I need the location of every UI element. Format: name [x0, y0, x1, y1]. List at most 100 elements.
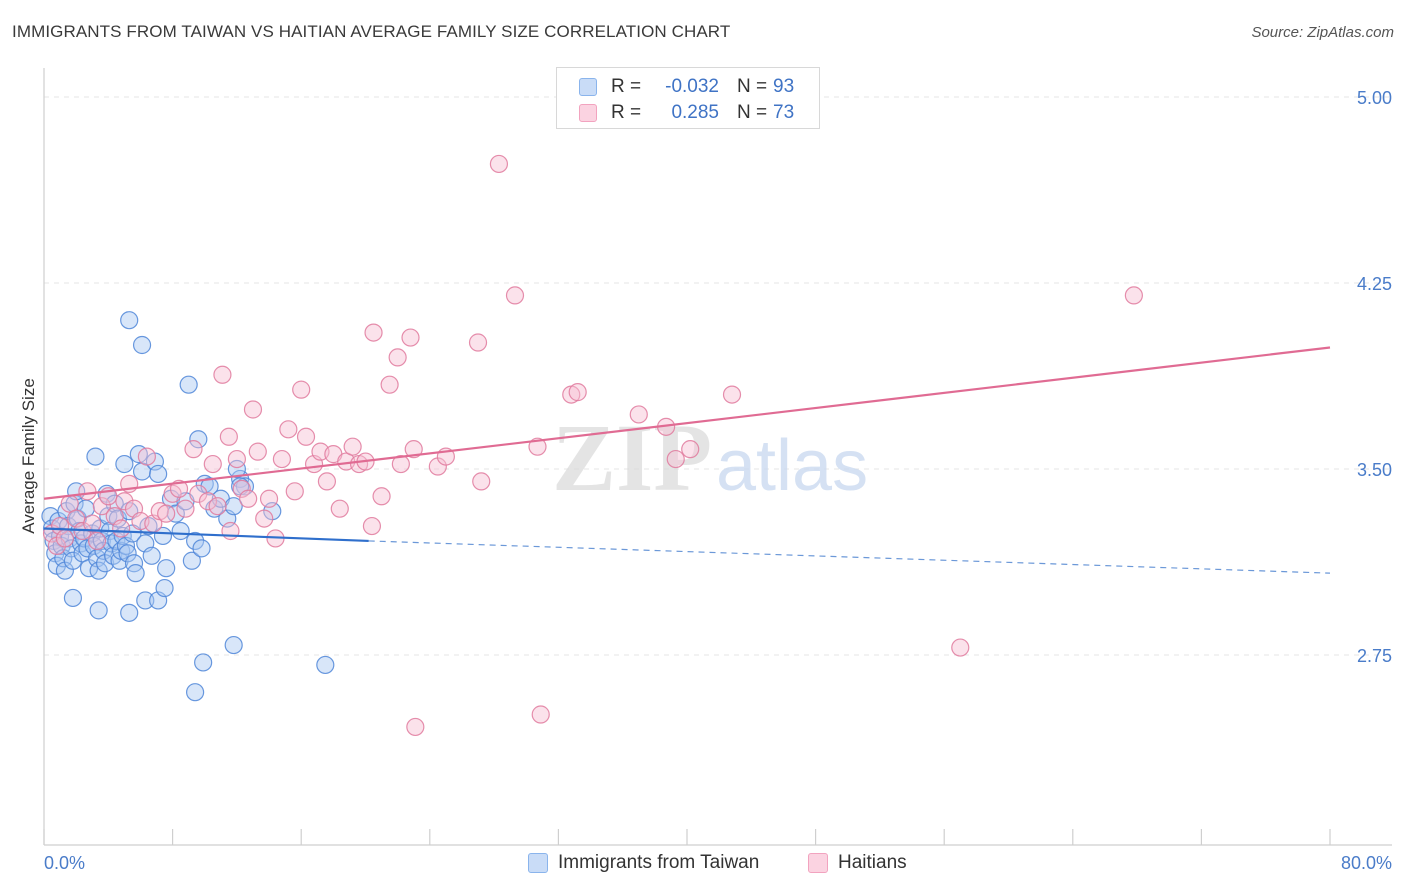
- haitians-point: [292, 380, 311, 399]
- haitians-point: [213, 365, 232, 384]
- taiwan-point: [132, 335, 152, 355]
- taiwan-point: [189, 430, 208, 449]
- trend-line-haitians: [43, 346, 1331, 500]
- haitians-point: [87, 531, 107, 551]
- haitians-point: [528, 437, 547, 456]
- haitians-point: [489, 154, 509, 174]
- legend-n-value: 93: [773, 76, 795, 97]
- haitians-point: [176, 499, 195, 518]
- series-taiwan-points: [41, 311, 335, 702]
- legend-n-value: 73: [773, 102, 795, 123]
- haitians-point: [296, 427, 316, 446]
- y-tick-label: 4.25: [1357, 274, 1392, 294]
- haitians-point: [219, 427, 238, 446]
- haitians-point: [681, 440, 700, 459]
- legend-item-taiwan: Immigrants from Taiwan: [528, 852, 759, 874]
- haitians-point: [227, 449, 246, 469]
- taiwan-point: [86, 447, 105, 466]
- haitians-point: [78, 482, 97, 501]
- chart-title: IMMIGRANTS FROM TAIWAN VS HAITIAN AVERAG…: [12, 22, 731, 41]
- taiwan-point: [63, 588, 83, 608]
- haitians-point: [272, 449, 292, 469]
- y-tick-labels: 2.75 3.50 4.25 5.00: [1357, 88, 1392, 666]
- legend-item-haitians: Haitians: [808, 852, 907, 874]
- y-tick-label: 3.50: [1357, 460, 1392, 480]
- legend-label-haitians: Haitians: [838, 852, 907, 873]
- haitians-point: [364, 323, 383, 342]
- x-tick-label-min: 0.0%: [44, 853, 85, 873]
- haitians-point: [285, 482, 304, 501]
- y-tick-label: 5.00: [1357, 88, 1392, 108]
- trend-line-taiwan: [43, 527, 369, 543]
- haitians-point: [169, 479, 189, 498]
- haitians-point: [198, 492, 218, 511]
- haitians-point: [330, 499, 349, 518]
- legend-label-taiwan: Immigrants from Taiwan: [558, 852, 760, 873]
- haitians-point: [388, 348, 407, 367]
- haitians-point: [629, 405, 648, 424]
- taiwan-point: [89, 561, 108, 580]
- haitians-point: [243, 400, 263, 419]
- haitians-point: [472, 472, 491, 491]
- haitians-point: [951, 638, 970, 657]
- trend-line-taiwan-extrapolated: [368, 540, 1331, 574]
- haitians-point: [279, 420, 298, 439]
- taiwan-point: [142, 546, 161, 565]
- haitians-point: [505, 286, 525, 305]
- haitians-point: [391, 454, 410, 474]
- haitians-point: [248, 442, 267, 461]
- haitians-point: [406, 717, 425, 737]
- y-tick-label: 2.75: [1357, 646, 1392, 666]
- taiwan-point: [192, 539, 211, 558]
- taiwan-point: [194, 653, 213, 672]
- taiwan-point: [118, 544, 137, 563]
- haitians-point: [55, 529, 74, 548]
- haitians-point: [666, 449, 685, 469]
- taiwan-point: [186, 683, 205, 702]
- haitians-point: [380, 375, 399, 394]
- haitians-point: [232, 479, 251, 498]
- axes: [43, 68, 1392, 846]
- source-credit: Source: ZipAtlas.com: [1251, 24, 1394, 41]
- haitians-point: [208, 497, 227, 516]
- legend-row-haitians: R = 0.285 N = 73: [579, 101, 794, 125]
- taiwan-point: [126, 564, 145, 583]
- taiwan-point: [115, 454, 134, 474]
- y-axis-label: Average Family Size: [19, 378, 38, 534]
- haitians-point: [468, 333, 488, 352]
- watermark-atlas: atlas: [716, 426, 868, 506]
- haitians-point: [83, 514, 102, 533]
- haitians-point: [184, 440, 203, 459]
- x-ticks: [43, 829, 1331, 845]
- taiwan-point: [171, 521, 190, 541]
- haitians-point: [259, 489, 279, 508]
- legend-row-taiwan: R = -0.032 N = 93: [579, 75, 794, 99]
- taiwan-point: [182, 551, 201, 570]
- haitians-point: [404, 440, 423, 459]
- taiwan-point: [316, 655, 335, 675]
- legend-n-label: N =: [737, 102, 768, 123]
- haitians-point: [157, 504, 176, 523]
- haitians-point: [568, 383, 587, 402]
- taiwan-point: [89, 601, 108, 620]
- taiwan-point: [153, 526, 173, 546]
- haitians-point: [317, 472, 337, 491]
- legend-n-label: N =: [737, 76, 768, 97]
- haitians-point: [722, 385, 742, 404]
- taiwan-point: [149, 464, 168, 484]
- x-tick-label-max: 80.0%: [1341, 853, 1392, 873]
- haitians-point: [343, 437, 362, 456]
- haitians-point: [112, 519, 131, 538]
- taiwan-point: [120, 603, 139, 622]
- taiwan-point: [63, 551, 83, 570]
- haitians-point: [1124, 286, 1143, 305]
- taiwan-point: [224, 497, 243, 516]
- taiwan-point: [179, 375, 198, 394]
- taiwan-point: [120, 311, 139, 330]
- haitians-point: [401, 328, 420, 347]
- watermark-zip: ZIP: [552, 404, 712, 511]
- taiwan-point: [227, 459, 246, 479]
- series-legend: Immigrants from Taiwan Haitians: [0, 852, 1406, 878]
- haitians-point: [255, 509, 274, 528]
